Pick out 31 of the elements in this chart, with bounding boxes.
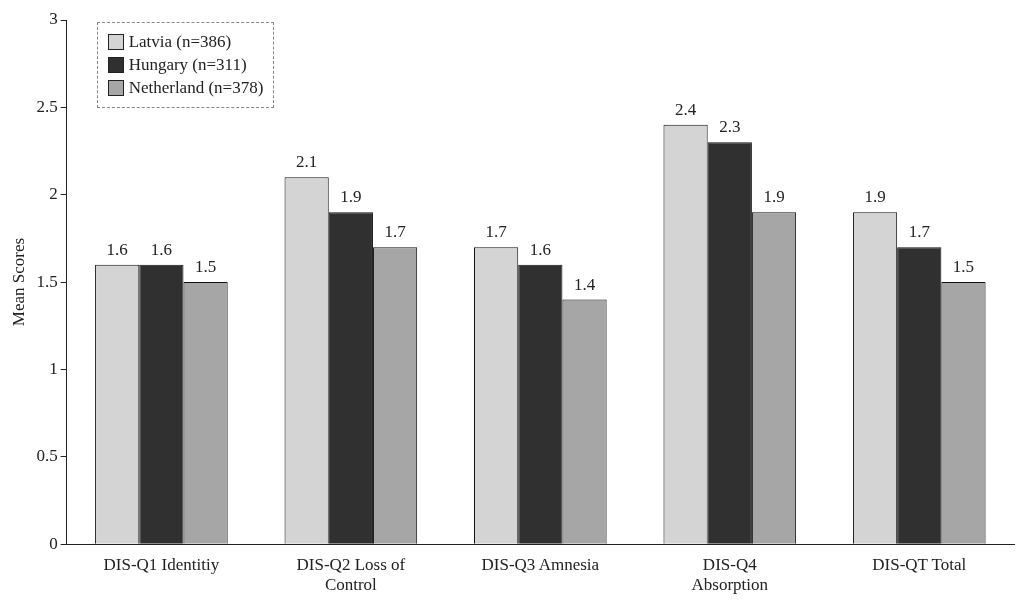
- y-tick-label: 2: [49, 184, 58, 204]
- data-label: 1.9: [763, 187, 785, 207]
- data-label: 1.7: [384, 222, 407, 242]
- x-tick-label: DIS-QT Total: [872, 554, 967, 574]
- x-tick-label: DIS-Q1 Identitiy: [103, 554, 220, 574]
- y-tick-label: 0: [49, 533, 58, 553]
- data-label: 1.6: [529, 239, 551, 259]
- data-label: 1.4: [573, 274, 596, 294]
- y-tick-label: 1.5: [36, 271, 58, 291]
- data-label: 1.6: [106, 239, 128, 259]
- data-label: 1.7: [485, 222, 508, 242]
- y-tick-label: 2.5: [36, 96, 58, 116]
- legend-label: Netherland (n=378): [127, 78, 264, 98]
- x-tick-label: DIS-Q2 Loss of Control: [296, 554, 406, 595]
- legend-label: Latvia (n=386): [127, 32, 233, 52]
- data-label: 2.3: [719, 117, 741, 137]
- legend-label: Hungary (n=311): [127, 55, 248, 75]
- data-label: 1.6: [150, 239, 173, 259]
- data-label: 1.5: [952, 257, 975, 277]
- y-axis-title: Mean Scores: [8, 237, 28, 327]
- data-label: 2.1: [296, 152, 318, 172]
- y-tick-label: 0.5: [36, 446, 58, 466]
- data-label: 1.5: [194, 257, 217, 277]
- data-label: 1.7: [908, 222, 931, 242]
- data-label: 1.9: [340, 187, 362, 207]
- x-tick-label: DIS-Q4 Absorption: [691, 554, 769, 595]
- y-tick-label: 1: [49, 358, 58, 378]
- x-tick-label: DIS-Q3 Amnesia: [481, 554, 600, 574]
- y-tick-label: 3: [49, 9, 58, 29]
- data-label: 1.9: [864, 187, 886, 207]
- data-label: 2.4: [674, 99, 697, 119]
